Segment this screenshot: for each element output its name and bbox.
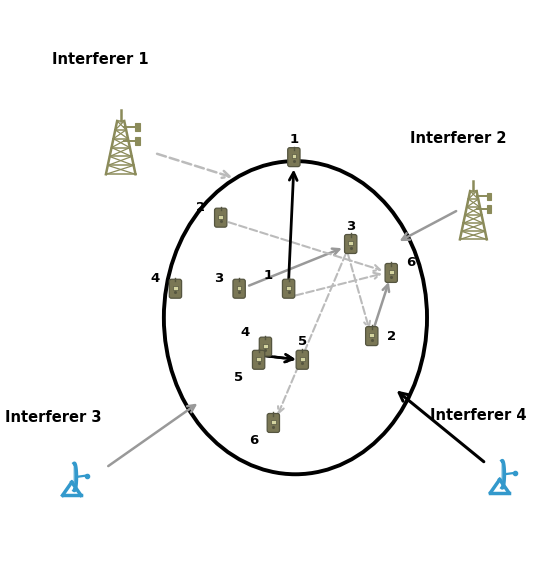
Text: Interferer 3: Interferer 3 — [5, 410, 101, 425]
Bar — [136, 137, 140, 145]
Text: Interferer 1: Interferer 1 — [53, 52, 149, 67]
Bar — [389, 270, 394, 274]
FancyBboxPatch shape — [288, 148, 300, 166]
Text: Interferer 4: Interferer 4 — [430, 407, 527, 423]
Bar — [237, 286, 241, 290]
Text: 3: 3 — [214, 272, 224, 285]
Bar — [173, 286, 178, 290]
Bar — [292, 154, 296, 158]
FancyBboxPatch shape — [169, 279, 181, 298]
Polygon shape — [502, 460, 505, 488]
FancyBboxPatch shape — [344, 235, 357, 253]
Bar — [256, 357, 261, 361]
Text: 1: 1 — [290, 133, 298, 146]
Text: Interferer 2: Interferer 2 — [410, 131, 507, 146]
FancyBboxPatch shape — [253, 350, 265, 369]
Bar — [286, 286, 291, 290]
Bar — [136, 123, 140, 131]
FancyBboxPatch shape — [233, 279, 245, 298]
FancyBboxPatch shape — [385, 263, 398, 282]
Polygon shape — [74, 463, 77, 490]
Text: 1: 1 — [264, 269, 273, 282]
Bar — [300, 357, 305, 361]
Bar — [487, 193, 491, 200]
FancyBboxPatch shape — [296, 350, 309, 369]
Text: 6: 6 — [249, 434, 258, 447]
FancyBboxPatch shape — [366, 326, 378, 346]
Text: 2: 2 — [196, 201, 206, 213]
Bar — [263, 343, 268, 348]
Bar — [487, 205, 491, 212]
FancyBboxPatch shape — [214, 208, 227, 227]
Text: 2: 2 — [387, 330, 396, 343]
Bar — [271, 420, 276, 424]
Bar — [348, 241, 353, 245]
FancyBboxPatch shape — [259, 337, 272, 356]
Text: 5: 5 — [298, 335, 307, 349]
FancyBboxPatch shape — [267, 413, 279, 432]
Bar — [218, 215, 223, 219]
Text: 4: 4 — [151, 272, 160, 285]
Text: 5: 5 — [234, 370, 243, 383]
FancyBboxPatch shape — [282, 279, 295, 298]
Bar — [370, 333, 374, 338]
Text: 4: 4 — [241, 326, 250, 339]
Text: 6: 6 — [407, 256, 416, 269]
Text: 3: 3 — [346, 219, 356, 233]
